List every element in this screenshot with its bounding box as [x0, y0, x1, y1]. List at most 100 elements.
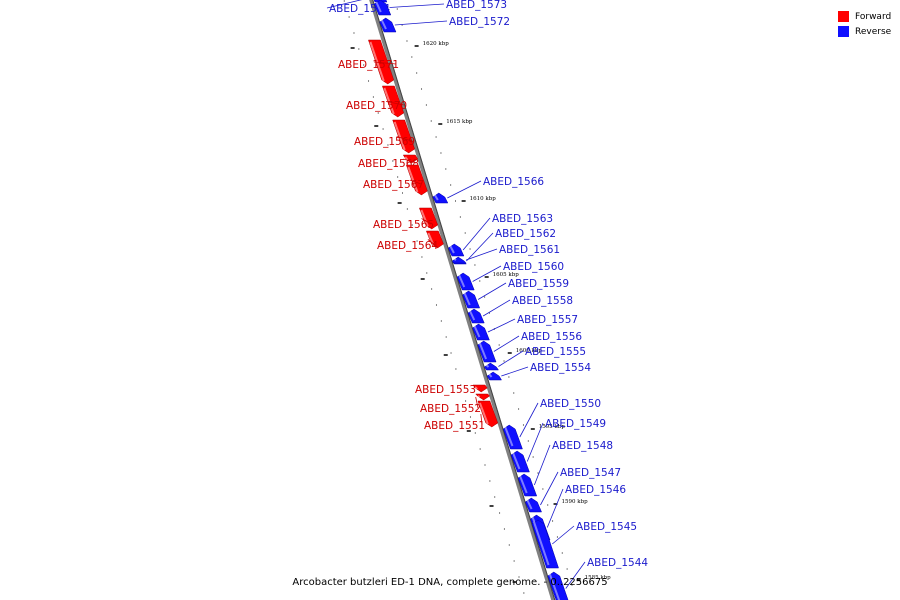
gene-label: ABED_1565: [373, 219, 434, 231]
gene-leader: [519, 402, 539, 438]
gene-label: ABED_1560: [503, 261, 564, 273]
gene-highlight: [526, 499, 533, 510]
gene-arrow: [547, 571, 569, 600]
gene-arrow: [373, 0, 392, 16]
gene-abed-1544: ABED_1544: [547, 557, 648, 600]
gene-leader: [462, 217, 491, 251]
gene-label: ABED_1561: [499, 244, 560, 256]
gene-label: ABED_1563: [492, 213, 553, 225]
gene-label: ABED_1556: [521, 331, 582, 343]
gene-arrow: [510, 450, 530, 473]
gene-highlight: [449, 245, 455, 254]
gene-abed-1556: ABED_1556: [477, 331, 582, 363]
gene-arrow: [456, 272, 475, 291]
gene-abed-1545: ABED_1545: [531, 519, 637, 569]
gene-leader: [477, 282, 507, 300]
gene-leader: [565, 561, 586, 589]
gene-abed-1564: ABED_1564: [377, 230, 444, 252]
gene-label: ABED_1547: [560, 467, 621, 479]
gene-abed-1572: ABED_1572: [379, 16, 510, 33]
gene-highlight: [473, 325, 481, 338]
gene-leader: [403, 158, 417, 164]
gene-highlight: [433, 194, 439, 201]
gene-leader: [466, 232, 494, 262]
gene-highlight: [533, 521, 550, 566]
gene-label: ABED_1559: [508, 278, 569, 290]
gene-label: ABED_1567: [363, 179, 424, 191]
gene-highlight: [453, 258, 457, 261]
gene-label: ABED_1545: [576, 521, 637, 533]
gene-abed-1570: ABED_1570: [346, 85, 407, 118]
gene-label: ABED_1570: [346, 100, 407, 112]
gene-arrow: [451, 256, 467, 264]
gene-abed-1573: ABED_1573: [373, 0, 507, 16]
gene-leader: [472, 265, 502, 282]
gene-arrow: [486, 371, 502, 381]
gene-label: ABED_1568: [358, 158, 419, 170]
gene-highlight: [458, 274, 466, 288]
gene-highlight: [548, 573, 561, 600]
gene-leader: [427, 239, 436, 246]
gene-label: ABED_1551: [424, 420, 485, 432]
gene-label: ABED_1546: [565, 484, 626, 496]
gene-highlight: [485, 364, 490, 368]
gene-arrow: [472, 384, 488, 393]
gene-arrow: [472, 323, 490, 341]
gene-abed-1549: ABED_1549: [510, 418, 606, 473]
gene-leader: [482, 299, 511, 317]
gene-highlight: [407, 166, 419, 193]
gene-leader: [501, 366, 529, 377]
gene-abed-1552: ABED_1552: [420, 393, 490, 415]
tick-label: 1585 kbp: [585, 575, 612, 581]
gene-highlight: [504, 426, 514, 447]
gene-abed-1567: ABED_1567: [363, 164, 428, 196]
genome-title: Arcobacter butzleri ED-1 DNA, complete g…: [292, 577, 608, 588]
gene-leader: [465, 248, 498, 261]
gene-highlight: [404, 156, 409, 161]
gene-highlight: [512, 452, 521, 470]
legend-item-forward: Forward: [838, 9, 891, 24]
gene-arrow: [475, 393, 490, 401]
gene-leader: [540, 471, 559, 506]
gene-highlight: [375, 1, 382, 13]
genome-backbone-edge: [372, 0, 556, 600]
gene-arrow: [402, 154, 419, 164]
tick-label: 1595 kbp: [539, 424, 566, 430]
gene-leader: [487, 318, 516, 333]
gene-label: ABED_1564: [377, 240, 438, 252]
gene-abed-1557: ABED_1557: [472, 314, 578, 341]
tick-label: 1600 kbp: [516, 348, 543, 354]
gene-leader: [480, 413, 483, 426]
gene-arrow: [462, 290, 481, 309]
legend: Forward Reverse: [838, 9, 891, 39]
gene-label: ABED_1550: [540, 398, 601, 410]
tick-label: 1605 kbp: [493, 272, 520, 278]
gene-abed-1566: ABED_1566: [432, 176, 544, 204]
gene-leader: [409, 179, 422, 185]
gene-highlight: [380, 19, 387, 30]
gene-label: ABED_1554: [530, 362, 591, 374]
gene-arrow: [525, 497, 542, 513]
gene-label: ABED_1573: [446, 0, 507, 11]
gene-leader: [326, 0, 363, 9]
gene-label: ABED_1544: [587, 557, 648, 569]
gene-leader: [475, 396, 479, 409]
gene-arrow: [379, 17, 397, 33]
tick-label: 1615 kbp: [446, 119, 473, 125]
gene-leader: [552, 525, 575, 545]
gene-abed-1569: ABED_1569: [354, 119, 415, 154]
gene-abed-1547: ABED_1547: [525, 467, 621, 513]
gene-abed-1560: ABED_1560: [456, 261, 564, 291]
ruler-dots: [343, 0, 573, 594]
legend-swatch-forward: [838, 11, 849, 22]
gene-abed-1551: ABED_1551: [424, 400, 499, 432]
gene-label: ABED_1555: [525, 346, 586, 358]
gene-label: ABED_1552: [420, 403, 481, 415]
gene-arrow: [484, 362, 499, 371]
gene-label: ABED_1572: [449, 16, 510, 28]
gene-abed-1548: ABED_1548: [517, 440, 613, 497]
gene-leader: [498, 350, 524, 367]
gene-highlight: [478, 402, 489, 425]
gene-arrow: [477, 340, 497, 363]
